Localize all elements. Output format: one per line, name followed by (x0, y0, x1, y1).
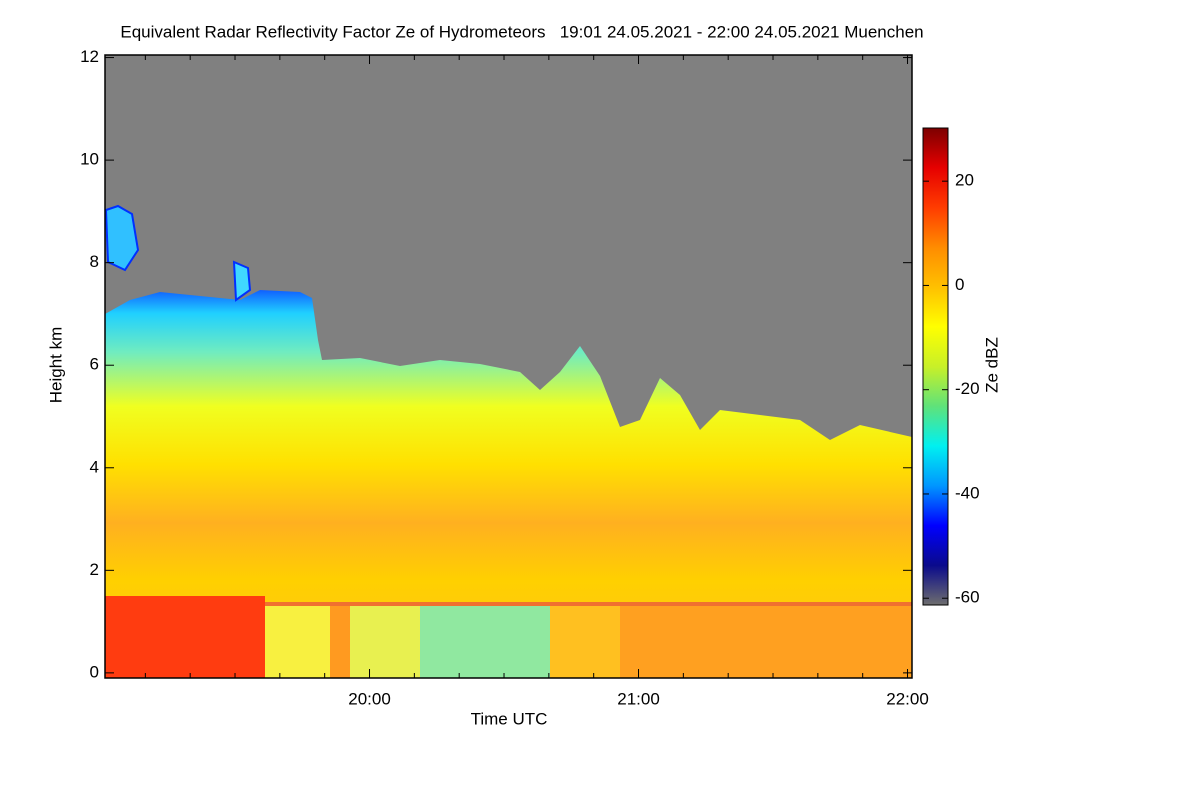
y-tick-label: 4 (90, 457, 99, 476)
x-tick-label: 20:00 (348, 689, 391, 708)
chart-title: Equivalent Radar Reflectivity Factor Ze … (120, 22, 923, 41)
colorbar-tick-label: -20 (955, 379, 980, 398)
low-layer (550, 602, 620, 678)
plot-frame (104, 54, 913, 679)
echo-region-upper (232, 260, 252, 302)
low-layer (350, 604, 420, 678)
y-tick-label: 12 (80, 47, 99, 66)
colorbar-tick-label: -60 (955, 588, 980, 607)
low-layer (620, 602, 912, 678)
y-axis-label: Height km (46, 327, 65, 404)
plot-area (104, 54, 913, 679)
colorbar-tick-label: -40 (955, 483, 980, 502)
low-layer (330, 604, 350, 678)
colorbar (922, 127, 949, 606)
low-layer (420, 604, 550, 678)
y-tick-label: 6 (90, 355, 99, 374)
colorbar-tick-label: 0 (955, 275, 964, 294)
echo-region (105, 290, 912, 678)
y-tick-label: 0 (90, 662, 99, 681)
melting-layer (265, 602, 912, 606)
low-layer (265, 604, 330, 678)
x-tick-label: 21:00 (617, 689, 660, 708)
y-tick-label: 8 (90, 252, 99, 271)
y-tick-label: 10 (80, 150, 99, 169)
x-tick-label: 22:00 (886, 689, 929, 708)
colorbar-label: Ze dBZ (982, 337, 1001, 393)
echo-region-upper (104, 204, 140, 272)
low-layer (105, 596, 265, 678)
x-axis-label: Time UTC (471, 709, 548, 728)
y-tick-label: 2 (90, 560, 99, 579)
colorbar-tick-label: 20 (955, 171, 974, 190)
